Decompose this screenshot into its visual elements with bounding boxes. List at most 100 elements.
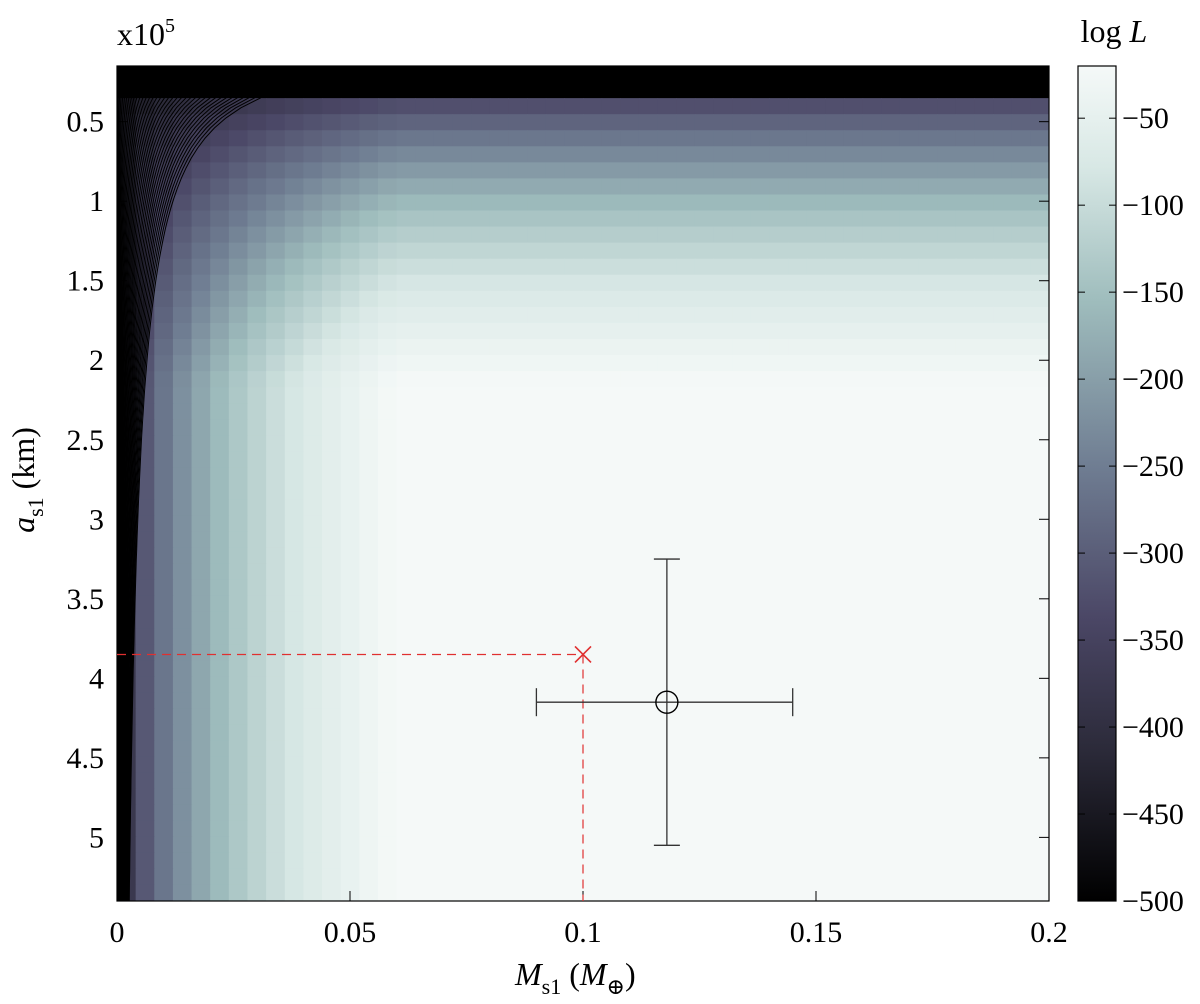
heatmap-cell — [974, 772, 994, 790]
heatmap-cell — [396, 467, 416, 485]
heatmap-cell — [284, 306, 304, 324]
heatmap-cell — [974, 611, 994, 629]
heatmap-cell — [377, 306, 398, 324]
heatmap-cell — [135, 692, 155, 709]
heatmap-cell — [638, 114, 659, 131]
heatmap-cell — [937, 804, 957, 822]
heatmap-cell — [266, 194, 286, 212]
heatmap-cell — [527, 644, 547, 661]
heatmap-cell — [713, 579, 733, 597]
heatmap-cell — [601, 756, 621, 774]
heatmap-cell — [694, 130, 715, 147]
heatmap-cell — [955, 579, 976, 597]
heatmap-cell — [583, 708, 603, 725]
heatmap-cell — [1030, 322, 1049, 340]
heatmap-cell — [713, 242, 733, 260]
heatmap-cell — [955, 371, 976, 388]
heatmap-cell — [545, 708, 565, 725]
heatmap-cell — [862, 483, 882, 501]
heatmap-cell — [899, 756, 920, 774]
heatmap-cell — [172, 724, 193, 742]
heatmap-cell — [806, 419, 826, 436]
heatmap-cell — [750, 210, 770, 228]
heatmap-cell — [452, 403, 472, 420]
heatmap-cell — [974, 226, 994, 244]
heatmap-cell — [396, 226, 416, 244]
heatmap-cell — [620, 306, 640, 324]
heatmap-cell — [377, 371, 398, 388]
heatmap-cell — [1030, 467, 1049, 485]
heatmap-cell — [769, 531, 789, 549]
heatmap-cell — [191, 194, 211, 212]
heatmap-cell — [732, 692, 752, 709]
heatmap-cell — [788, 98, 808, 115]
heatmap-cell — [489, 628, 510, 645]
heatmap-cell — [284, 708, 304, 725]
heatmap-cell — [247, 290, 267, 308]
heatmap-cell — [247, 242, 267, 260]
heatmap-cell — [955, 82, 976, 99]
heatmap-cell — [601, 306, 621, 324]
y-axis-ticks: 0.511.522.533.544.55 — [67, 106, 1049, 854]
heatmap-cell — [694, 467, 715, 485]
heatmap-cell — [788, 595, 808, 613]
heatmap-cell — [769, 595, 789, 613]
heatmap-cell — [843, 419, 864, 436]
heatmap-cell — [415, 306, 435, 324]
heatmap-cell — [974, 403, 994, 420]
heatmap-cell — [527, 483, 547, 501]
heatmap-cell — [284, 338, 304, 356]
heatmap-cell — [937, 98, 957, 115]
heatmap-cell — [284, 210, 304, 228]
heatmap-cell — [750, 708, 770, 725]
heatmap-cell — [415, 467, 435, 485]
heatmap-cell — [303, 130, 323, 147]
heatmap-cell — [266, 82, 286, 99]
heatmap-cell — [172, 756, 193, 774]
heatmap-cell — [172, 515, 193, 533]
heatmap-cell — [583, 628, 603, 645]
heatmap-cell — [732, 146, 752, 163]
heatmap-cell — [508, 146, 528, 163]
heatmap-cell — [713, 178, 733, 196]
heatmap-cell — [676, 226, 696, 244]
heatmap-cell — [1011, 756, 1031, 774]
heatmap-cell — [769, 708, 789, 725]
heatmap-cell — [825, 611, 845, 629]
heatmap-cell — [620, 322, 640, 340]
heatmap-cell — [881, 194, 901, 212]
heatmap-cell — [583, 242, 603, 260]
contour-line — [126, 97, 233, 901]
heatmap-cell — [322, 756, 342, 774]
heatmap-cell — [825, 563, 845, 581]
heatmap-cell — [433, 274, 454, 292]
heatmap-cell — [825, 242, 845, 260]
heatmap-cell — [620, 531, 640, 549]
heatmap-cell — [508, 274, 528, 292]
heatmap-cell — [545, 644, 565, 661]
heatmap-cell — [974, 178, 994, 196]
heatmap-cell — [993, 708, 1013, 725]
heatmap-cell — [918, 258, 938, 276]
heatmap-cell — [713, 595, 733, 613]
heatmap-cell — [1011, 419, 1031, 436]
heatmap-cell — [974, 114, 994, 131]
heatmap-cell — [564, 467, 584, 485]
heatmap-cell — [396, 756, 416, 774]
heatmap-cell — [1030, 563, 1049, 581]
heatmap-cell — [918, 451, 938, 469]
heatmap-cell — [564, 435, 584, 452]
heatmap-cell — [415, 611, 435, 629]
heatmap-cell — [843, 692, 864, 709]
heatmap-cell — [210, 820, 230, 838]
heatmap-cell — [247, 178, 267, 196]
heatmap-cell — [303, 868, 323, 886]
heatmap-cell — [974, 467, 994, 485]
heatmap-cell — [1030, 804, 1049, 822]
heatmap-cell — [638, 772, 659, 790]
heatmap-cell — [638, 419, 659, 436]
heatmap-cell — [788, 210, 808, 228]
heatmap-cell — [620, 467, 640, 485]
heatmap-cell — [247, 579, 267, 597]
heatmap-cell — [806, 226, 826, 244]
